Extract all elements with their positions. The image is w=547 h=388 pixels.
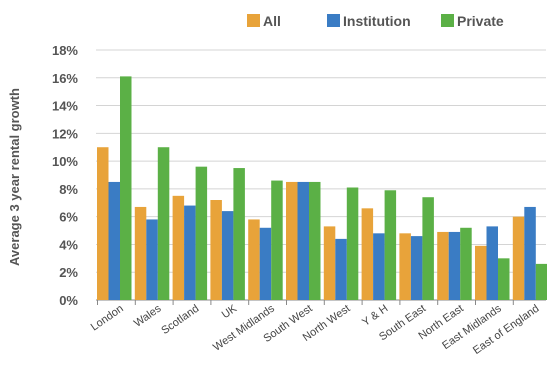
bar [498,258,510,300]
bar [97,147,109,300]
bar [195,166,208,300]
bar [486,226,498,300]
bar [108,181,120,300]
bar [323,226,336,300]
x-category-label: Scotland [159,303,201,337]
x-category-label: East of England [471,303,542,357]
bar [373,233,385,300]
bar [422,197,434,300]
legend-label: All [263,13,281,29]
bar [437,231,449,300]
y-tick-label: 16% [52,71,78,86]
bar [410,236,423,300]
bar [448,231,461,300]
y-tick-label: 0% [59,293,78,308]
bar [271,180,283,300]
bar [297,181,309,300]
bar [184,205,196,300]
y-tick-label: 6% [59,210,78,225]
bar [134,206,147,300]
y-tick-label: 14% [52,99,78,114]
x-category-label: UK [220,302,240,321]
y-tick-labels: 0% 2% 4% 6% 8% 10% 12% 14% 16% 18% [52,43,78,308]
bar [172,195,185,300]
bar [399,233,411,300]
bar [309,181,321,300]
bar [233,168,245,300]
bar [335,238,347,300]
bar [460,227,472,300]
bars-layer [97,76,547,300]
y-axis-label: Average 3 year rental growth [7,88,22,266]
legend-label: Institution [343,13,411,29]
bar [286,181,298,300]
bar [361,208,374,300]
legend-swatch [327,14,340,27]
bar [120,76,132,300]
legend-label: Private [457,13,504,29]
legend: All Institution Private [247,13,504,29]
x-category-label: Y & H [360,303,390,329]
x-category-label: Wales [132,302,164,329]
y-tick-label: 2% [59,265,78,280]
legend-swatch [247,14,260,27]
bar [259,227,272,300]
bar [210,200,222,300]
y-tick-label: 18% [52,43,78,58]
bar [157,147,170,300]
y-tick-label: 4% [59,237,78,252]
bar [248,219,260,300]
bar [346,187,359,300]
bar [384,190,397,300]
x-category-label: London [89,303,126,334]
bar [512,216,525,300]
y-tick-label: 10% [52,154,78,169]
legend-swatch [441,14,454,27]
bar [475,245,487,300]
bar [146,219,158,300]
bar [535,263,547,300]
y-tick-label: 12% [52,126,78,141]
bar [524,206,536,300]
bar [221,211,234,300]
y-tick-label: 8% [59,182,78,197]
